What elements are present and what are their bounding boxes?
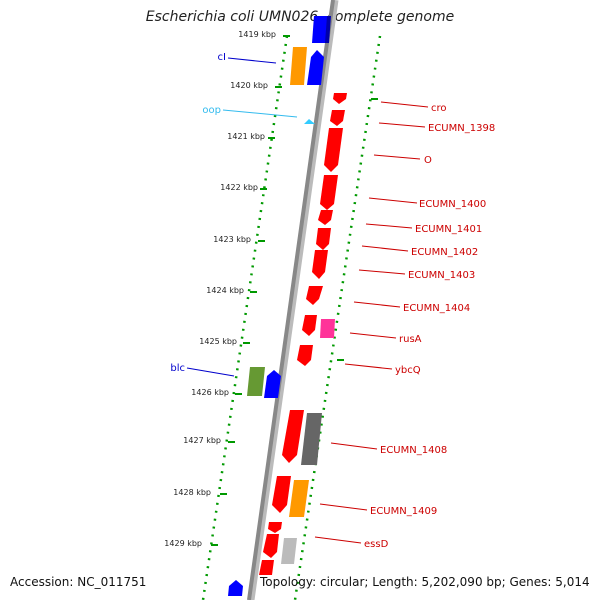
- kbp-label: 1422 kbp: [220, 183, 258, 192]
- left-gene-labels: cI oop blc: [170, 52, 298, 377]
- gene-arrow-O[interactable]: [324, 128, 343, 172]
- gene-label-oop[interactable]: oop: [202, 105, 221, 116]
- leader-line-ECUMN-1402: [361, 245, 409, 252]
- gene-arrow-ybcQ[interactable]: [297, 345, 313, 366]
- gene-shadow: [325, 16, 331, 43]
- gene-arrow-ECUMN-1401[interactable]: [318, 210, 333, 225]
- gene-arrow-ECUMN-1398[interactable]: [330, 110, 345, 126]
- genome-axis: [247, 0, 335, 600]
- leader-line-oop: [222, 109, 298, 118]
- leader-line-rusA: [349, 332, 397, 339]
- gene-arrow-cro[interactable]: [333, 93, 347, 104]
- gene-arrow-ECUMN-1408-gray[interactable]: [301, 413, 322, 465]
- leader-line-ybcQ: [344, 363, 393, 370]
- gene-arrow-blc-olive[interactable]: [247, 367, 265, 396]
- gene-arrow-ECUMN-1403[interactable]: [312, 250, 328, 279]
- leader-line-cro: [380, 101, 429, 108]
- kbp-scale: 1419 kbp 1420 kbp 1421 kbp 1422 kbp 1423…: [164, 30, 378, 548]
- leader-line-blc: [186, 367, 235, 377]
- gene-label-cI[interactable]: cI: [218, 52, 226, 63]
- gene-label-ybcQ[interactable]: ybcQ: [395, 365, 421, 376]
- gene-label-rusA[interactable]: rusA: [399, 334, 422, 345]
- gene-arrow-essD-gray[interactable]: [281, 538, 297, 564]
- kbp-label: 1419 kbp: [238, 30, 276, 39]
- gene-arrow-ECUMN-1409-red[interactable]: [272, 476, 291, 513]
- gene-arrow-oop[interactable]: [304, 119, 315, 124]
- gene-arrow[interactable]: [259, 560, 274, 575]
- gene-label-ECUMN-1409[interactable]: ECUMN_1409: [370, 506, 437, 517]
- gene-arrow-ECUMN-1400[interactable]: [320, 175, 338, 210]
- gene-arrow[interactable]: [312, 16, 329, 43]
- leader-line-ECUMN-1401: [365, 223, 413, 229]
- gene-arrow-ECUMN-1408-red[interactable]: [282, 410, 304, 463]
- gene-label-ECUMN-1401[interactable]: ECUMN_1401: [415, 224, 482, 235]
- kbp-label: 1425 kbp: [199, 337, 237, 346]
- leader-line-essD: [314, 536, 362, 544]
- leader-line-cI: [227, 57, 277, 64]
- kbp-label: 1424 kbp: [206, 286, 244, 295]
- gene-label-cro[interactable]: cro: [431, 103, 447, 114]
- kbp-label: 1428 kbp: [173, 488, 211, 497]
- leader-line-O: [373, 154, 421, 160]
- kbp-label: 1420 kbp: [230, 81, 268, 90]
- gene-arrow-ECUMN-1409-orange[interactable]: [289, 480, 309, 517]
- gene-arrow-ECUMN-1404[interactable]: [306, 286, 323, 305]
- gene-arrow-cI-blue[interactable]: [307, 50, 324, 85]
- kbp-label: 1427 kbp: [183, 436, 221, 445]
- gene-arrow[interactable]: [228, 580, 243, 596]
- kbp-label: 1426 kbp: [191, 388, 229, 397]
- gene-arrow-ECUMN-1402[interactable]: [316, 228, 331, 250]
- gene-label-ECUMN-1402[interactable]: ECUMN_1402: [411, 247, 478, 258]
- gene-arrow-essD-small[interactable]: [268, 522, 282, 533]
- kbp-label: 1421 kbp: [227, 132, 265, 141]
- leader-line-ECUMN-1408: [330, 442, 378, 450]
- leader-line-ECUMN-1403: [358, 269, 406, 275]
- kbp-label: 1429 kbp: [164, 539, 202, 548]
- gene-label-ECUMN-1400[interactable]: ECUMN_1400: [419, 199, 486, 210]
- topology-text: Topology: circular; Length: 5,202,090 bp…: [260, 575, 590, 589]
- right-gene-labels: cro ECUMN_1398 O ECUMN_1400 ECUMN_1401 E…: [314, 101, 495, 550]
- leader-line-ECUMN-1404: [353, 301, 401, 308]
- leader-line-ECUMN-1409: [319, 503, 368, 511]
- leader-line-ECUMN-1398: [378, 122, 426, 128]
- gene-label-ECUMN-1398[interactable]: ECUMN_1398: [428, 123, 495, 134]
- gene-arrow-cI-orange[interactable]: [290, 47, 307, 85]
- map-title: Escherichia coli UMN026, complete genome: [145, 9, 455, 25]
- accession-text: Accession: NC_011751: [10, 575, 147, 589]
- gene-label-O[interactable]: O: [424, 155, 432, 166]
- gene-label-essD[interactable]: essD: [364, 539, 389, 550]
- gene-label-ECUMN-1404[interactable]: ECUMN_1404: [403, 303, 470, 314]
- kbp-label: 1423 kbp: [213, 235, 251, 244]
- gene-arrow-blc-blue[interactable]: [264, 370, 281, 398]
- gene-label-ECUMN-1403[interactable]: ECUMN_1403: [408, 270, 475, 281]
- gene-arrow-rusA-magenta[interactable]: [320, 319, 335, 338]
- gene-label-blc[interactable]: blc: [170, 363, 185, 374]
- gene-features: [228, 16, 347, 596]
- gene-label-ECUMN-1408[interactable]: ECUMN_1408: [380, 445, 447, 456]
- gene-arrow-essD-red[interactable]: [263, 534, 279, 558]
- leader-line-ECUMN-1400: [368, 197, 418, 204]
- left-dotted-guide: [201, 35, 289, 600]
- gene-arrow-rusA-red[interactable]: [302, 315, 317, 336]
